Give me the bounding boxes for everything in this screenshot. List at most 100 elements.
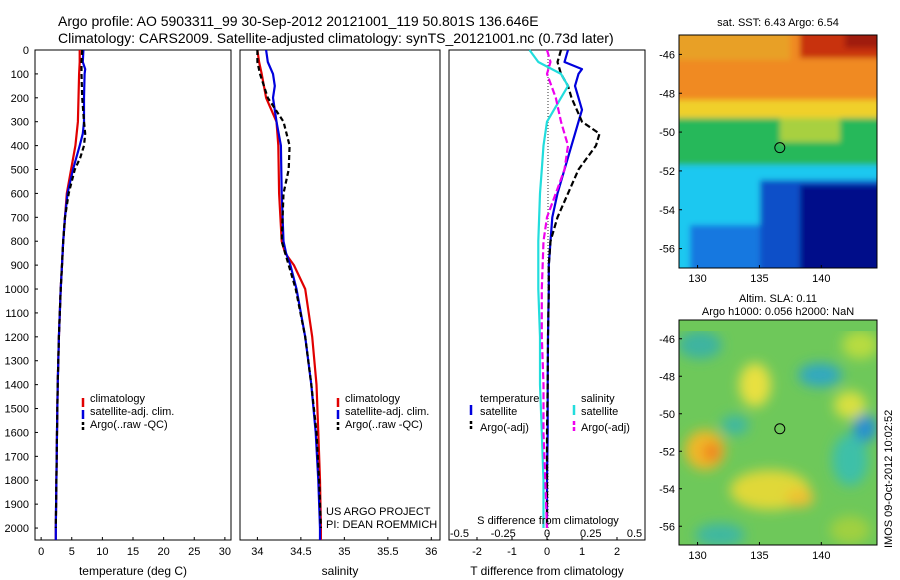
difference-legend: temperature satellite Argo(-adj) salinit… bbox=[469, 393, 630, 434]
depth-tick-label: 700 bbox=[11, 212, 29, 224]
temperature-axes-box bbox=[34, 49, 232, 541]
depth-tick-label: 1500 bbox=[5, 404, 29, 416]
legend-label-argo: Argo(..raw -QC) bbox=[90, 419, 168, 431]
sla-map-frame bbox=[678, 319, 878, 546]
x-tick-label: 34.5 bbox=[290, 546, 311, 558]
t-difference-x-axis: -2 -1 0 1 2 bbox=[472, 537, 620, 558]
sst-heatmap bbox=[679, 35, 877, 268]
s-tick-label: 0 bbox=[544, 528, 550, 540]
series-line-argo-raw-qc- bbox=[54, 49, 87, 529]
salinity-xlabel: salinity bbox=[322, 564, 359, 578]
map-lat-label: -56 bbox=[659, 521, 675, 533]
depth-tick-label: 1200 bbox=[5, 332, 29, 344]
salinity-lines bbox=[256, 49, 322, 540]
sla-map-panel: Altim. SLA: 0.11 Argo h1000: 0.056 h2000… bbox=[659, 293, 878, 562]
s-difference-toplabel: S difference from climatology bbox=[477, 515, 619, 527]
depth-tick-label: 200 bbox=[11, 93, 29, 105]
figure-title-line1: Argo profile: AO 5903311_99 30-Sep-2012 … bbox=[58, 13, 539, 29]
temperature-legend: climatology satellite-adj. clim. Argo(..… bbox=[81, 393, 174, 431]
depth-tick-label: 2000 bbox=[5, 523, 29, 535]
x-tick-label: -1 bbox=[507, 546, 517, 558]
depth-tick-label: 800 bbox=[11, 236, 29, 248]
temperature-xlabel: temperature (deg C) bbox=[79, 564, 187, 578]
legend-label-argo: Argo(..raw -QC) bbox=[345, 419, 423, 431]
x-tick-label: 0 bbox=[544, 546, 550, 558]
x-tick-label: 25 bbox=[188, 546, 200, 558]
series-line-climatology bbox=[256, 49, 322, 540]
sla-map-title-line2: Argo h1000: 0.056 h2000: NaN bbox=[702, 306, 854, 318]
s-tick-label: 0.25 bbox=[580, 528, 601, 540]
legend-salinity-title: salinity bbox=[581, 393, 615, 405]
map-lon-label: 130 bbox=[688, 273, 706, 285]
depth-tick-label: 1700 bbox=[5, 451, 29, 463]
s-tick-label: -0.25 bbox=[491, 528, 516, 540]
depth-tick-label: 900 bbox=[11, 260, 29, 272]
argo-position-marker bbox=[774, 142, 786, 154]
sst-map-panel: sat. SST: 6.43 Argo: 6.54 130 135 140 -46 -4… bbox=[659, 17, 878, 285]
sla-heatmap bbox=[679, 320, 877, 545]
map-lat-label: -52 bbox=[659, 166, 675, 178]
difference-lines bbox=[528, 49, 601, 529]
salinity-panel: 34 34.5 35 35.5 36 salinity climatology sate… bbox=[239, 49, 441, 578]
sst-map-frame bbox=[678, 34, 878, 269]
series-line-salinity-satellite bbox=[528, 49, 570, 528]
credit-line2: PI: DEAN ROEMMICH bbox=[326, 519, 437, 531]
depth-tick-label: 1000 bbox=[5, 284, 29, 296]
series-line-argo-raw-qc- bbox=[256, 50, 322, 529]
depth-tick-label: 1900 bbox=[5, 499, 29, 511]
map-lat-label: -54 bbox=[659, 205, 675, 217]
map-lat-label: -52 bbox=[659, 446, 675, 458]
map-lat-label: -46 bbox=[659, 49, 675, 61]
x-tick-label: 5 bbox=[69, 546, 75, 558]
x-tick-label: 10 bbox=[96, 546, 108, 558]
map-lon-label: 140 bbox=[812, 273, 830, 285]
x-tick-label: 1 bbox=[579, 546, 585, 558]
salinity-x-axis: 34 34.5 35 35.5 36 bbox=[251, 537, 437, 558]
sst-map-axes: 130 135 140 -46 -48 -50 -52 -54 -56 bbox=[659, 49, 830, 285]
argo-position-marker bbox=[774, 423, 786, 435]
map-lon-label: 135 bbox=[750, 273, 768, 285]
map-lat-label: -48 bbox=[659, 88, 675, 100]
sla-map-axes: 130 135 140 -46 -48 -50 -52 -54 -56 bbox=[659, 334, 830, 562]
depth-tick-label: 1300 bbox=[5, 356, 29, 368]
depth-tick-label: 1600 bbox=[5, 427, 29, 439]
depth-tick-label: 1100 bbox=[5, 308, 29, 320]
credit-line1: US ARGO PROJECT bbox=[326, 506, 431, 518]
difference-panel: -2 -1 0 1 2 -0.5 -0.25 0 0.25 0.5 T difference f… bbox=[448, 49, 646, 578]
depth-tick-label: 300 bbox=[11, 117, 29, 129]
sla-map-title-line1: Altim. SLA: 0.11 bbox=[739, 293, 817, 305]
x-tick-label: 35.5 bbox=[377, 546, 398, 558]
map-lat-label: -46 bbox=[659, 334, 675, 346]
x-tick-label: 0 bbox=[38, 546, 44, 558]
depth-tick-label: 0 bbox=[23, 45, 29, 57]
map-lat-label: -50 bbox=[659, 127, 675, 139]
salinity-axes-box bbox=[239, 49, 441, 541]
temperature-lines bbox=[54, 49, 87, 540]
map-lon-label: 140 bbox=[812, 550, 830, 562]
s-difference-x-axis: -0.5 -0.25 0 0.25 0.5 bbox=[450, 528, 642, 540]
depth-tick-label: 400 bbox=[11, 141, 29, 153]
map-lon-label: 135 bbox=[750, 550, 768, 562]
x-tick-label: 2 bbox=[614, 546, 620, 558]
imos-timestamp: IMOS 09-Oct-2012 10:02:52 bbox=[883, 410, 895, 548]
x-tick-label: 36 bbox=[425, 546, 437, 558]
depth-tick-label: 500 bbox=[11, 165, 29, 177]
map-lat-label: -48 bbox=[659, 371, 675, 383]
figure-title-line2: Climatology: CARS2009. Satellite-adjuste… bbox=[58, 30, 614, 46]
x-tick-label: 15 bbox=[127, 546, 139, 558]
legend-label-s-satellite: satellite bbox=[581, 406, 618, 418]
depth-axis: 0 100 200 300 400 500 600 700 800 900 1000 1100 1200… bbox=[5, 45, 38, 535]
legend-temperature-title: temperature bbox=[480, 393, 539, 405]
temperature-panel: 0100200300400500600700800900100011001200… bbox=[5, 45, 232, 578]
series-line-temperature-argo-adj- bbox=[545, 49, 601, 528]
sst-map-title: sat. SST: 6.43 Argo: 6.54 bbox=[717, 17, 839, 29]
depth-tick-label: 100 bbox=[11, 69, 29, 81]
depth-tick-label: 1400 bbox=[5, 380, 29, 392]
legend-label-climatology: climatology bbox=[345, 393, 401, 405]
map-lat-label: -56 bbox=[659, 244, 675, 256]
temperature-x-axis: 0 5 10 15 20 25 30 bbox=[38, 537, 231, 558]
x-tick-label: -2 bbox=[472, 546, 482, 558]
legend-label-t-argo: Argo(-adj) bbox=[480, 422, 529, 434]
legend-label-satellite: satellite-adj. clim. bbox=[345, 406, 429, 418]
x-tick-label: 30 bbox=[219, 546, 231, 558]
